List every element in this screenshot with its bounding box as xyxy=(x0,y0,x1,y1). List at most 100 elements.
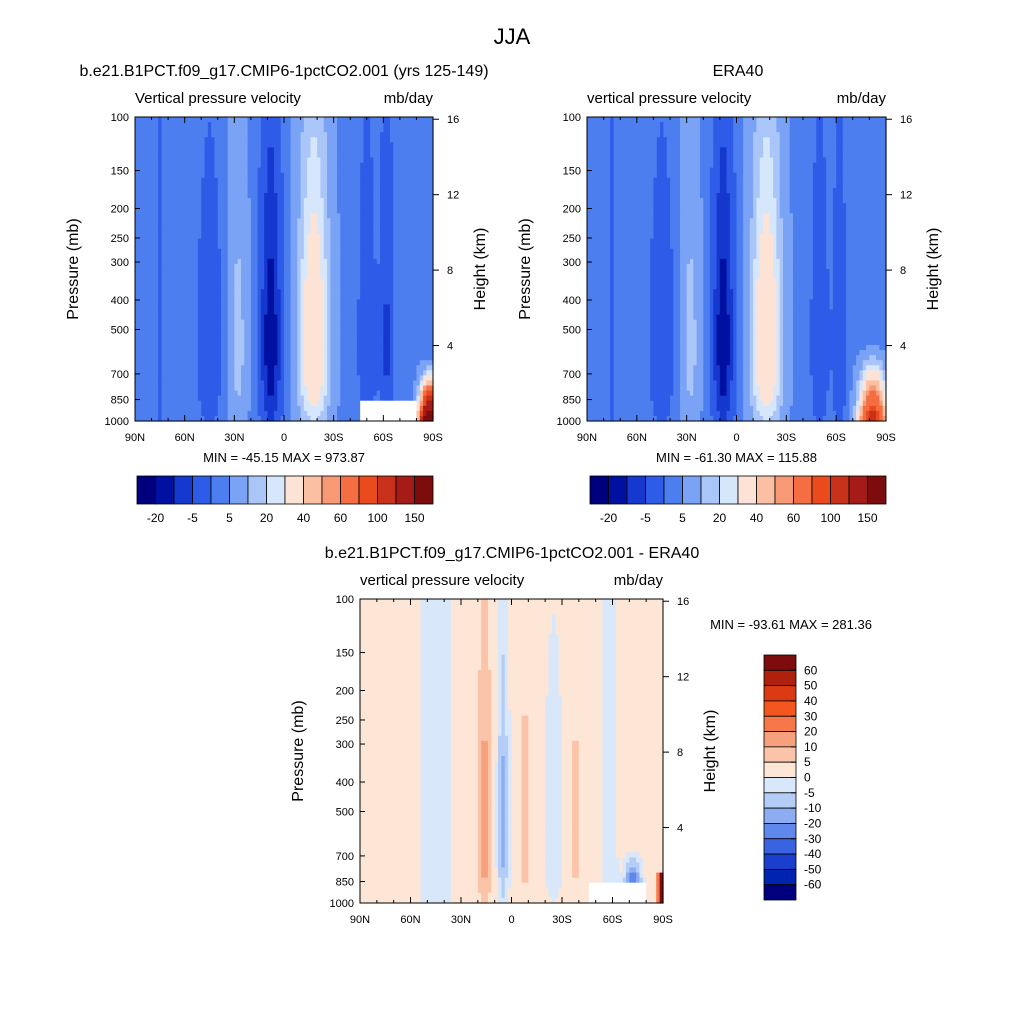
contour-cell xyxy=(207,127,212,133)
contour-cell xyxy=(237,122,242,128)
contour-cell xyxy=(360,167,365,174)
contour-cell xyxy=(277,137,282,143)
contour-cell xyxy=(413,162,418,169)
contour-cell xyxy=(211,142,216,148)
contour-cell xyxy=(221,167,225,174)
contour-cell xyxy=(333,157,338,164)
contour-cell xyxy=(234,167,239,174)
contour-cell xyxy=(221,127,225,133)
contour-cell xyxy=(290,142,295,148)
contour-cell xyxy=(343,167,348,174)
contour-cell xyxy=(237,152,242,159)
contour-cell xyxy=(277,157,282,164)
contour-cell xyxy=(386,122,391,128)
contour-cell xyxy=(376,122,381,128)
contour-cell xyxy=(409,142,414,148)
contour-cell xyxy=(187,167,192,174)
contour-cell xyxy=(363,137,368,143)
contour-cell xyxy=(356,132,361,138)
contour-cell xyxy=(356,142,361,148)
contour-cell xyxy=(267,157,272,164)
contour-cell xyxy=(224,167,229,174)
contour-cell xyxy=(389,162,394,169)
contour-cell xyxy=(154,167,159,174)
contour-cell xyxy=(287,162,292,169)
contour-cell xyxy=(144,167,149,174)
contour-cell xyxy=(376,142,381,148)
contour-cell xyxy=(429,132,434,138)
contour-cell xyxy=(416,137,421,143)
contour-cell xyxy=(280,162,285,169)
contour-cell xyxy=(240,157,245,164)
contour-cell xyxy=(313,147,318,154)
contour-cell xyxy=(221,152,225,159)
contour-cell xyxy=(280,132,285,138)
contour-cell xyxy=(336,162,341,169)
contour-cell xyxy=(370,152,374,159)
contour-cell xyxy=(257,157,262,164)
contour-cell xyxy=(250,147,255,154)
contour-cell xyxy=(346,127,351,133)
contour-cell xyxy=(211,152,216,159)
contour-cell xyxy=(300,122,305,128)
contour-cell xyxy=(191,162,196,169)
contour-cell xyxy=(327,127,331,133)
contour-cell xyxy=(389,137,394,143)
contour-cell xyxy=(221,162,225,169)
contour-cell xyxy=(293,167,298,174)
contour-cell xyxy=(423,142,427,148)
contour-cell xyxy=(376,127,381,133)
contour-cell xyxy=(353,152,358,159)
contour-cell xyxy=(158,162,163,169)
contour-cell xyxy=(320,142,325,148)
contour-cell xyxy=(419,162,424,169)
contour-cell xyxy=(250,137,255,143)
contour-cell xyxy=(383,137,388,143)
contour-cell xyxy=(270,167,275,174)
contour-cell xyxy=(184,157,189,164)
contour-cell xyxy=(373,162,378,169)
contour-cell xyxy=(406,162,411,169)
contour-cell xyxy=(383,117,388,123)
contour-cell xyxy=(174,132,179,138)
contour-cell xyxy=(237,127,242,133)
contour-cell xyxy=(373,137,378,143)
contour-cell xyxy=(257,127,262,133)
contour-cell xyxy=(320,127,325,133)
contour-cell xyxy=(174,117,179,123)
contour-cell xyxy=(426,132,431,138)
contour-cell xyxy=(267,162,272,169)
contour-cell xyxy=(386,157,391,164)
contour-cell xyxy=(356,147,361,154)
contour-cell xyxy=(161,132,166,138)
contour-cell xyxy=(313,142,318,148)
contour-cell xyxy=(370,127,374,133)
contour-cell xyxy=(207,147,212,154)
contour-cell xyxy=(151,127,156,133)
contour-cell xyxy=(224,127,229,133)
contour-cell xyxy=(187,122,192,128)
contour-cell xyxy=(426,147,431,154)
contour-cell xyxy=(184,162,189,169)
contour-cell xyxy=(211,162,216,169)
contour-cell xyxy=(280,147,285,154)
contour-cell xyxy=(393,152,398,159)
contour-cell xyxy=(363,167,368,174)
contour-cell xyxy=(297,152,302,159)
contour-cell xyxy=(135,127,139,133)
contour-cell xyxy=(284,127,288,133)
contour-cell xyxy=(171,127,176,133)
contour-cell xyxy=(221,137,225,143)
contour-cell xyxy=(234,137,239,143)
contour-cell xyxy=(340,122,345,128)
contour-cell xyxy=(399,157,404,164)
contour-cell xyxy=(244,142,249,148)
contour-cell xyxy=(383,142,388,148)
contour-cell xyxy=(307,152,312,159)
contour-cell xyxy=(323,162,328,169)
contour-cell xyxy=(320,147,325,154)
contour-cell xyxy=(171,157,176,164)
contour-cell xyxy=(284,147,288,154)
contour-cell xyxy=(154,117,159,123)
contour-cell xyxy=(403,152,408,159)
